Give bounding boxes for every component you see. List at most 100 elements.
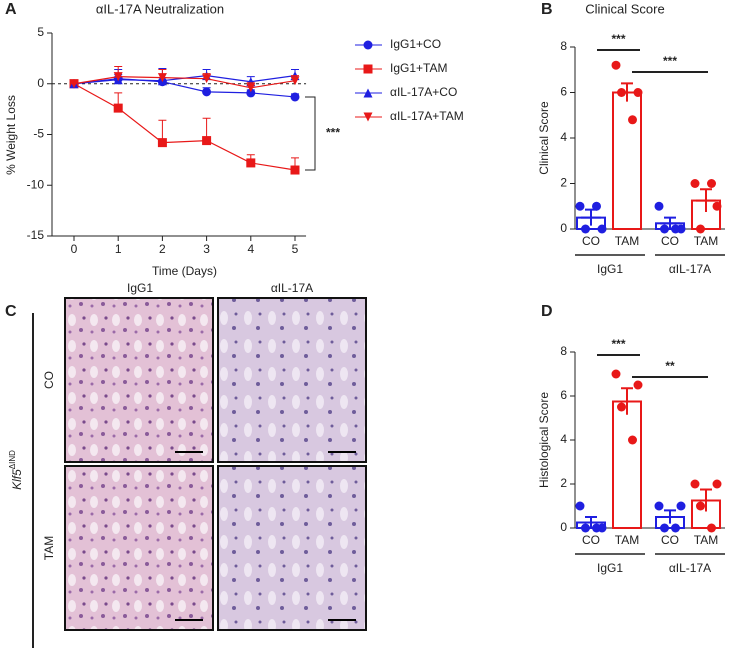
data-point bbox=[654, 201, 664, 211]
data-point bbox=[707, 523, 716, 533]
group-label: αIL-17A bbox=[669, 262, 711, 276]
data-point bbox=[592, 523, 601, 533]
data-point bbox=[712, 201, 722, 211]
data-point bbox=[707, 179, 716, 188]
x-tick-label: TAM bbox=[615, 533, 639, 547]
significance-label: *** bbox=[611, 337, 625, 351]
row-label: TAM bbox=[42, 536, 56, 560]
y-tick-label: 6 bbox=[560, 85, 567, 99]
y-tick-label: 8 bbox=[560, 39, 567, 53]
histology-image bbox=[64, 465, 214, 631]
data-point bbox=[611, 369, 621, 379]
error-bar bbox=[660, 216, 680, 229]
data-point bbox=[592, 201, 601, 211]
panel-c: C IgG1 αIL-17A CO TAM Klf5ΔIND bbox=[5, 281, 367, 648]
marker bbox=[363, 112, 373, 122]
data-point bbox=[633, 88, 643, 97]
error-bar bbox=[617, 387, 637, 415]
x-tick-label: 3 bbox=[203, 242, 210, 256]
y-tick-label: 6 bbox=[560, 388, 567, 402]
x-tick-label: 2 bbox=[159, 242, 166, 256]
panel-letter: B bbox=[541, 1, 553, 18]
marker bbox=[157, 73, 167, 83]
bar bbox=[612, 400, 642, 529]
marker bbox=[246, 88, 256, 98]
legend-label: IgG1+CO bbox=[390, 37, 441, 51]
panel-letter: C bbox=[5, 303, 17, 320]
marker bbox=[113, 103, 123, 113]
y-tick-label: -15 bbox=[27, 228, 45, 242]
marker bbox=[363, 40, 373, 50]
marker bbox=[290, 165, 300, 175]
significance-label: *** bbox=[611, 32, 625, 46]
y-tick-label: 2 bbox=[560, 176, 567, 190]
series-line bbox=[73, 78, 296, 98]
legend-label: IgG1+TAM bbox=[390, 61, 447, 75]
marker bbox=[202, 74, 212, 84]
y-tick-label: 0 bbox=[560, 520, 567, 534]
x-tick-label: CO bbox=[661, 533, 679, 547]
significance-label: ** bbox=[665, 359, 675, 373]
y-tick-label: 0 bbox=[560, 221, 567, 235]
data-point bbox=[611, 60, 621, 70]
data-point bbox=[575, 501, 585, 511]
y-tick-label: -5 bbox=[33, 127, 44, 141]
data-point bbox=[581, 523, 590, 533]
legend-label: αIL-17A+CO bbox=[390, 85, 457, 99]
x-tick-label: TAM bbox=[694, 234, 718, 248]
y-axis-label: % Weight Loss bbox=[4, 95, 18, 175]
y-tick-label: 2 bbox=[560, 476, 567, 490]
x-tick-label: CO bbox=[582, 234, 600, 248]
y-tick-label: 4 bbox=[560, 130, 567, 144]
data-point bbox=[575, 201, 585, 211]
data-point bbox=[654, 501, 664, 511]
error-bar bbox=[696, 488, 716, 512]
marker bbox=[290, 92, 300, 102]
genotype-label: Klf5ΔIND bbox=[8, 450, 24, 490]
data-point bbox=[696, 501, 705, 511]
marker bbox=[246, 83, 256, 93]
marker bbox=[157, 138, 167, 148]
genotype: Klf5 bbox=[10, 469, 24, 490]
genotype-superscript: ΔIND bbox=[8, 450, 17, 469]
legend-label: αIL-17A+TAM bbox=[390, 109, 464, 123]
data-point bbox=[628, 115, 637, 125]
x-tick-label: 0 bbox=[71, 242, 78, 256]
x-tick-label: 5 bbox=[292, 242, 299, 256]
marker bbox=[246, 158, 256, 168]
significance-label: *** bbox=[326, 126, 340, 140]
significance-label: *** bbox=[663, 54, 677, 68]
marker bbox=[202, 136, 212, 146]
histology-image bbox=[64, 297, 214, 463]
series-line bbox=[73, 83, 296, 171]
data-point bbox=[671, 523, 680, 533]
y-tick-label: 5 bbox=[37, 25, 44, 39]
significance-bracket bbox=[305, 96, 316, 171]
data-point bbox=[628, 435, 637, 445]
y-axis-label: Clinical Score bbox=[537, 101, 551, 175]
x-tick-label: TAM bbox=[615, 234, 639, 248]
marker bbox=[363, 64, 373, 74]
y-tick-label: 0 bbox=[37, 76, 44, 90]
error-bar bbox=[581, 516, 601, 528]
data-point bbox=[617, 402, 626, 412]
marker bbox=[69, 79, 79, 89]
group-label: IgG1 bbox=[597, 262, 623, 276]
data-point bbox=[696, 224, 705, 234]
data-point bbox=[633, 380, 643, 390]
chart-title: αIL-17A Neutralization bbox=[96, 1, 224, 16]
chart-title: Clinical Score bbox=[585, 1, 664, 16]
group-label: αIL-17A bbox=[669, 561, 711, 575]
histology-image bbox=[217, 465, 367, 631]
data-point bbox=[676, 501, 686, 511]
x-axis-label: Time (Days) bbox=[152, 264, 217, 278]
row-label: CO bbox=[42, 371, 56, 389]
x-tick-label: TAM bbox=[694, 533, 718, 547]
data-point bbox=[671, 224, 680, 234]
y-tick-label: 8 bbox=[560, 344, 567, 358]
x-tick-label: 1 bbox=[115, 242, 122, 256]
y-tick-label: 4 bbox=[560, 432, 567, 446]
data-point bbox=[690, 179, 700, 188]
column-label: IgG1 bbox=[127, 281, 153, 295]
x-tick-label: 4 bbox=[247, 242, 254, 256]
